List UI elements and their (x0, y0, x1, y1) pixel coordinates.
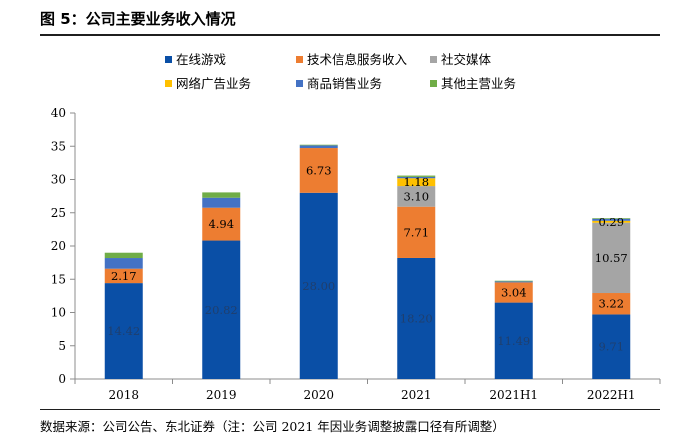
y-tick-label: 10 (51, 306, 66, 320)
bar-segment (494, 302, 533, 379)
figure-title: 图 5：公司主要业务收入情况 (40, 10, 236, 28)
bar-segment (104, 268, 143, 284)
source-note: 数据来源：公司公告、东北证券（注：公司 2021 年因业务调整披露口径有所调整） (40, 419, 505, 434)
bar-segment (397, 206, 436, 258)
bar-segment (592, 222, 631, 294)
legend-label: 网络广告业务 (176, 76, 251, 91)
bar-segment (494, 280, 533, 282)
x-tick-label: 2019 (206, 388, 237, 402)
bar-segment (202, 207, 241, 241)
legend-swatch (296, 56, 303, 63)
data-label: 10.57 (595, 251, 628, 265)
data-label: 28.00 (302, 279, 335, 293)
bar-segment (592, 220, 631, 223)
y-tick-label: 40 (51, 106, 66, 120)
bar-segment (592, 218, 631, 221)
x-tick-label: 2022H1 (587, 388, 636, 402)
legend-label: 社交媒体 (441, 52, 492, 67)
legend-label: 其他主营业务 (441, 76, 516, 91)
x-tick-label: 2021 (401, 388, 432, 402)
y-tick-label: 15 (51, 272, 66, 286)
chart-bars (104, 144, 631, 379)
data-label: 3.04 (501, 285, 527, 299)
legend-swatch (296, 80, 303, 87)
data-label: 1.18 (403, 175, 429, 189)
legend-swatch (430, 56, 437, 63)
bar-segment (202, 240, 241, 379)
bar-segment (494, 282, 533, 303)
data-label: 3.10 (403, 189, 429, 203)
source-rule (40, 409, 660, 410)
y-tick-label: 25 (51, 206, 66, 220)
bar-segment (299, 192, 338, 379)
data-label: 7.71 (403, 225, 429, 239)
bar-segment (104, 252, 143, 259)
y-tick-label: 30 (51, 173, 66, 187)
bar-segment (592, 293, 631, 315)
bar-segment (397, 257, 436, 379)
title-rule (40, 34, 660, 36)
bar-segment (299, 144, 338, 146)
data-label: 4.94 (208, 217, 234, 231)
bar-segment (494, 281, 533, 283)
bar-segment (299, 145, 338, 149)
data-label: 2.17 (111, 269, 137, 283)
data-label: 3.22 (598, 297, 624, 311)
legend-label: 商品销售业务 (307, 76, 382, 91)
legend-swatch (430, 80, 437, 87)
legend-label: 技术信息服务收入 (307, 52, 408, 67)
data-label: 0.29 (598, 215, 624, 229)
bar-segment (592, 314, 631, 379)
bar-segment (202, 192, 241, 198)
bar-segment (104, 283, 143, 379)
data-label: 11.49 (497, 334, 530, 348)
legend-swatch (165, 56, 172, 63)
y-tick-label: 20 (51, 239, 66, 253)
data-label: 9.71 (598, 340, 624, 354)
x-tick-label: 2018 (108, 388, 139, 402)
data-label: 14.42 (107, 324, 140, 338)
x-tick-label: 2020 (303, 388, 334, 402)
data-label: 20.82 (205, 303, 238, 317)
bar-segment (104, 258, 143, 269)
data-label: 18.20 (400, 311, 433, 325)
x-tick-label: 2021H1 (489, 388, 538, 402)
y-tick-label: 5 (58, 339, 66, 353)
y-tick-label: 35 (51, 139, 66, 153)
data-label: 6.73 (306, 163, 332, 177)
bar-segment (397, 176, 436, 179)
bar-segment (397, 178, 436, 187)
bar-segment (592, 218, 631, 219)
bar-segment (299, 148, 338, 193)
bar-segment (202, 197, 241, 208)
bar-segment (397, 175, 436, 177)
bar-segment (397, 186, 436, 207)
legend-label: 在线游戏 (176, 52, 226, 67)
chart-axes: 0 5 10 15 20 25 30 35 40 2018 2019 2020 2021 2021H1 20… (51, 106, 661, 402)
y-tick-label: 0 (58, 372, 66, 386)
legend-swatch (165, 80, 172, 87)
chart-data-labels: 14.42 2.17 20.82 4.94 28.00 6.73 18.20 7.71 3.10… (107, 163, 627, 353)
